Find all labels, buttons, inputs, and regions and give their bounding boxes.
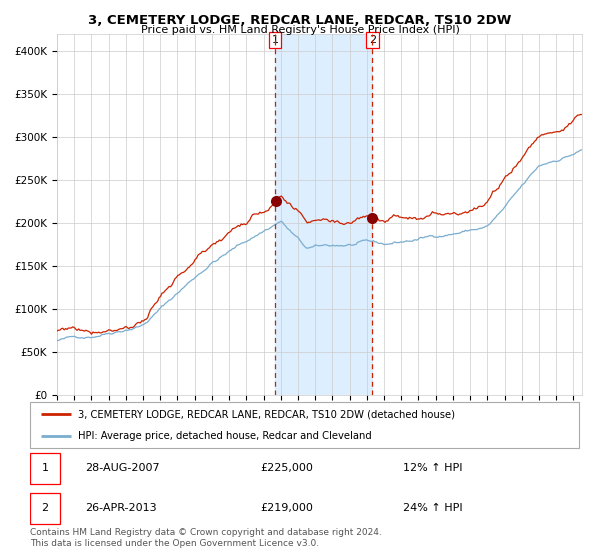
FancyBboxPatch shape [30, 402, 579, 448]
Text: Contains HM Land Registry data © Crown copyright and database right 2024.
This d: Contains HM Land Registry data © Crown c… [30, 528, 382, 548]
FancyBboxPatch shape [30, 493, 60, 524]
Text: £219,000: £219,000 [260, 503, 313, 514]
Text: 24% ↑ HPI: 24% ↑ HPI [403, 503, 463, 514]
FancyBboxPatch shape [30, 452, 60, 484]
Text: 2: 2 [369, 35, 376, 45]
Text: HPI: Average price, detached house, Redcar and Cleveland: HPI: Average price, detached house, Redc… [79, 431, 372, 441]
Text: 1: 1 [41, 463, 49, 473]
Bar [275, 34, 373, 395]
Text: 3, CEMETERY LODGE, REDCAR LANE, REDCAR, TS10 2DW: 3, CEMETERY LODGE, REDCAR LANE, REDCAR, … [88, 14, 512, 27]
Text: 1: 1 [271, 35, 278, 45]
Text: 12% ↑ HPI: 12% ↑ HPI [403, 463, 463, 473]
Text: £225,000: £225,000 [260, 463, 313, 473]
Text: Price paid vs. HM Land Registry's House Price Index (HPI): Price paid vs. HM Land Registry's House … [140, 25, 460, 35]
Text: 26-APR-2013: 26-APR-2013 [85, 503, 157, 514]
Text: 2: 2 [41, 503, 49, 514]
Text: 3, CEMETERY LODGE, REDCAR LANE, REDCAR, TS10 2DW (detached house): 3, CEMETERY LODGE, REDCAR LANE, REDCAR, … [79, 409, 455, 419]
Text: 28-AUG-2007: 28-AUG-2007 [85, 463, 160, 473]
